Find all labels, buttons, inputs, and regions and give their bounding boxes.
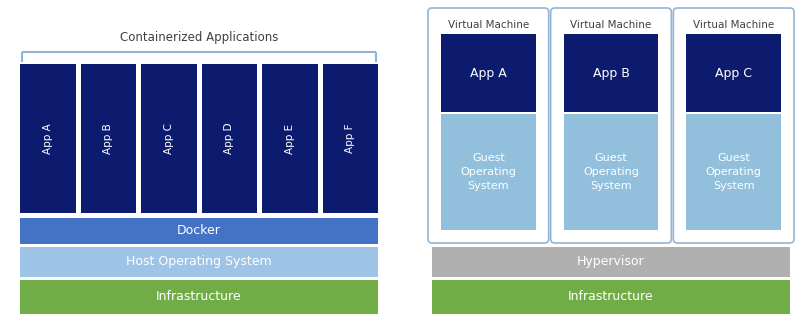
Text: App B: App B: [103, 123, 113, 154]
Text: App A: App A: [470, 67, 507, 80]
Text: Virtual Machine: Virtual Machine: [570, 20, 651, 30]
Bar: [441, 114, 536, 230]
Text: App B: App B: [593, 67, 630, 80]
Text: App C: App C: [715, 67, 752, 80]
Text: App F: App F: [345, 124, 355, 153]
Text: Infrastructure: Infrastructure: [568, 290, 654, 304]
Bar: [20, 280, 378, 314]
Bar: [20, 64, 75, 213]
Bar: [20, 218, 378, 244]
Bar: [432, 247, 790, 277]
Bar: [201, 64, 257, 213]
Text: App C: App C: [164, 123, 174, 154]
Bar: [432, 280, 790, 314]
Text: Guest
Operating
System: Guest Operating System: [583, 153, 639, 191]
Bar: [262, 64, 318, 213]
Text: App D: App D: [225, 123, 234, 154]
Bar: [441, 34, 536, 112]
Bar: [322, 64, 378, 213]
Bar: [141, 64, 196, 213]
Text: Host Operating System: Host Operating System: [126, 256, 272, 269]
Text: Hypervisor: Hypervisor: [577, 256, 645, 269]
Text: Containerized Applications: Containerized Applications: [119, 31, 278, 44]
Text: Guest
Operating
System: Guest Operating System: [460, 153, 516, 191]
Text: Docker: Docker: [177, 225, 221, 238]
FancyBboxPatch shape: [428, 8, 549, 243]
Text: Virtual Machine: Virtual Machine: [448, 20, 529, 30]
Text: App A: App A: [43, 123, 53, 154]
Text: Infrastructure: Infrastructure: [156, 290, 242, 304]
Bar: [20, 247, 378, 277]
Bar: [564, 34, 658, 112]
FancyBboxPatch shape: [674, 8, 794, 243]
Bar: [687, 114, 781, 230]
Bar: [80, 64, 136, 213]
Text: Virtual Machine: Virtual Machine: [693, 20, 774, 30]
FancyBboxPatch shape: [551, 8, 671, 243]
Bar: [687, 34, 781, 112]
Bar: [564, 114, 658, 230]
Text: Guest
Operating
System: Guest Operating System: [706, 153, 762, 191]
Text: App E: App E: [285, 124, 295, 154]
